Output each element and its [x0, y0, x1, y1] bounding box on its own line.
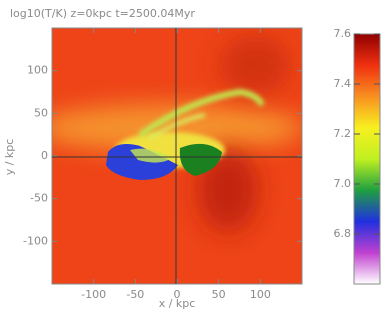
colorbar-tick-label: 7.2 — [334, 127, 352, 140]
colorbar-tick-label: 7.4 — [334, 77, 352, 90]
colorbar-tick-label: 6.8 — [334, 227, 352, 240]
x-tick-label: 50 — [212, 288, 226, 301]
y-tick-label: 100 — [27, 64, 48, 77]
colorbar — [353, 33, 381, 285]
y-tick-label: -100 — [23, 234, 48, 247]
x-axis-label: x / kpc — [159, 297, 196, 310]
y-axis-label: y / kpc — [3, 139, 16, 176]
x-tick-label: -100 — [81, 288, 106, 301]
x-tick-label: 100 — [250, 288, 271, 301]
x-tick-label: 0 — [174, 288, 181, 301]
y-tick-label: -50 — [30, 192, 48, 205]
y-tick-label: 0 — [41, 149, 48, 162]
colorbar-tick-label: 7.6 — [334, 27, 352, 40]
chart-title: log10(T/K) z=0kpc t=2500.04Myr — [10, 7, 195, 20]
field — [52, 28, 302, 284]
x-tick-label: -50 — [126, 288, 144, 301]
colorbar-tick-label: 7.0 — [334, 177, 352, 190]
y-tick-label: 50 — [34, 106, 48, 119]
